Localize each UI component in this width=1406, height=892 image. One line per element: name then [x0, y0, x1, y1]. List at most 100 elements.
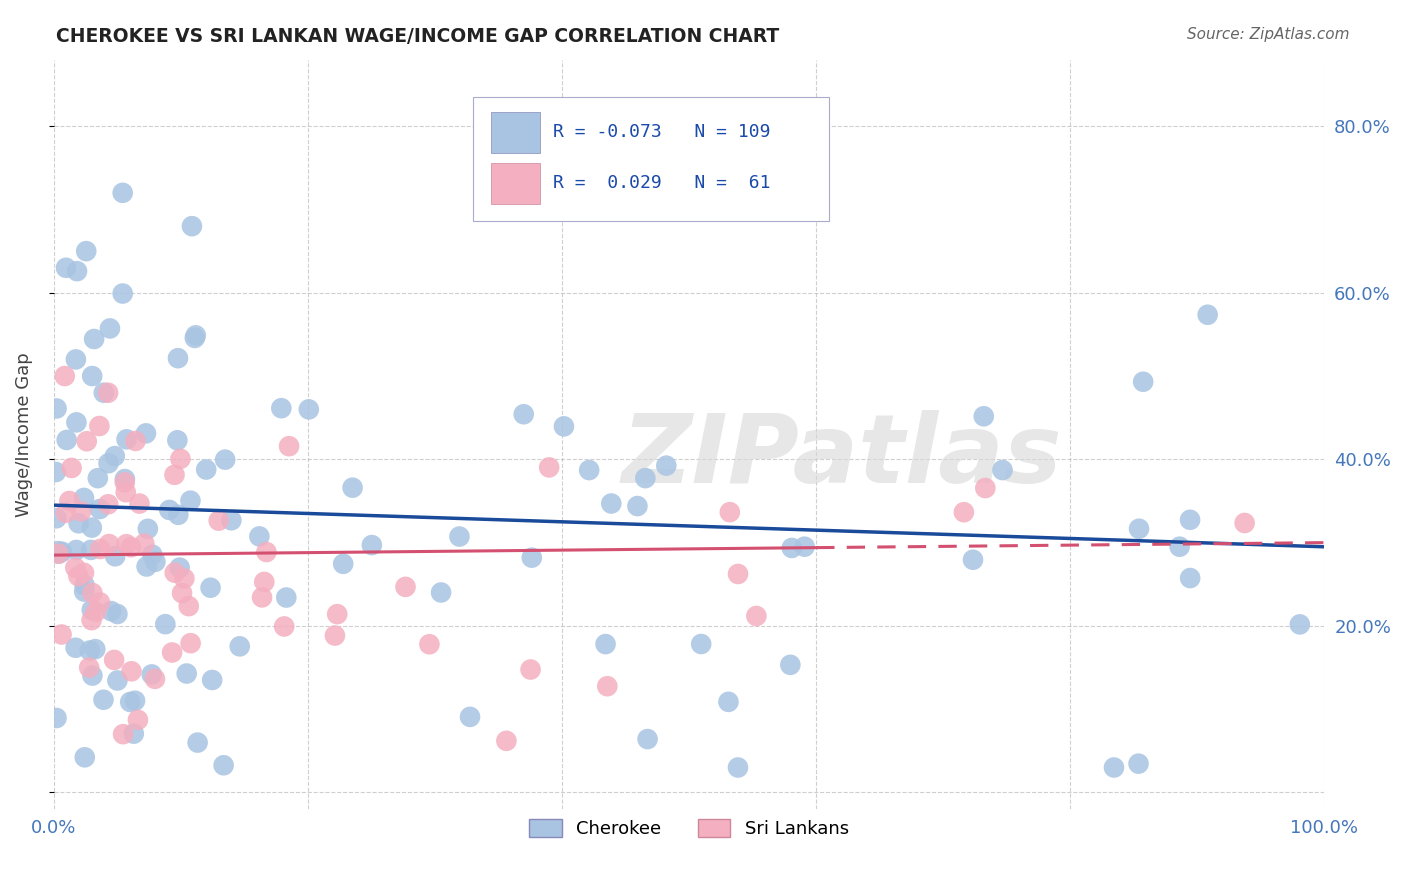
Cherokee — [512, 407, 534, 421]
Sri Lankans — [89, 419, 111, 434]
Sri Lankans — [115, 537, 138, 551]
Cherokee — [167, 508, 190, 522]
Sri Lankans — [953, 505, 976, 519]
Sri Lankans — [65, 561, 87, 575]
Cherokee — [73, 491, 96, 505]
Cherokee — [98, 321, 121, 335]
Cherokee — [65, 352, 87, 367]
Sri Lankans — [1233, 516, 1256, 530]
Cherokee — [111, 186, 134, 200]
Cherokee — [221, 513, 243, 527]
Sri Lankans — [97, 385, 120, 400]
Cherokee — [82, 668, 104, 682]
Sri Lankans — [169, 451, 191, 466]
Sri Lankans — [495, 734, 517, 748]
Cherokee — [690, 637, 713, 651]
Cherokee — [187, 736, 209, 750]
Cherokee — [136, 522, 159, 536]
Cherokee — [51, 545, 73, 559]
Text: CHEROKEE VS SRI LANKAN WAGE/INCOME GAP CORRELATION CHART: CHEROKEE VS SRI LANKAN WAGE/INCOME GAP C… — [56, 27, 779, 45]
Cherokee — [83, 332, 105, 346]
Cherokee — [55, 433, 77, 447]
Sri Lankans — [98, 537, 121, 551]
Sri Lankans — [253, 574, 276, 589]
Cherokee — [124, 694, 146, 708]
Cherokee — [167, 351, 190, 366]
Cherokee — [114, 472, 136, 486]
Sri Lankans — [67, 569, 90, 583]
Cherokee — [1178, 571, 1201, 585]
Sri Lankans — [519, 663, 541, 677]
Sri Lankans — [124, 434, 146, 448]
Sri Lankans — [114, 475, 136, 490]
Sri Lankans — [53, 369, 76, 384]
Cherokee — [66, 264, 89, 278]
Sri Lankans — [538, 460, 561, 475]
Cherokee — [55, 260, 77, 275]
Sri Lankans — [134, 536, 156, 550]
Sri Lankans — [89, 595, 111, 609]
Sri Lankans — [112, 727, 135, 741]
Sri Lankans — [114, 485, 136, 500]
Sri Lankans — [58, 494, 80, 508]
Cherokee — [520, 550, 543, 565]
Sri Lankans — [84, 605, 107, 619]
Sri Lankans — [160, 645, 183, 659]
Cherokee — [45, 511, 67, 525]
Cherokee — [65, 640, 87, 655]
Cherokee — [626, 499, 648, 513]
Sri Lankans — [208, 514, 231, 528]
Cherokee — [181, 219, 204, 234]
Cherokee — [176, 666, 198, 681]
Text: R =  0.029   N =  61: R = 0.029 N = 61 — [553, 174, 770, 193]
Cherokee — [779, 657, 801, 672]
Cherokee — [80, 603, 103, 617]
Cherokee — [100, 604, 122, 618]
Sri Lankans — [55, 506, 77, 520]
Cherokee — [104, 449, 127, 463]
Sri Lankans — [120, 540, 142, 554]
Sri Lankans — [120, 665, 142, 679]
Cherokee — [578, 463, 600, 477]
Cherokee — [991, 463, 1014, 477]
Cherokee — [46, 544, 69, 558]
Cherokee — [93, 385, 115, 400]
Sri Lankans — [254, 545, 277, 559]
Cherokee — [247, 529, 270, 543]
Cherokee — [184, 331, 207, 345]
Sri Lankans — [70, 504, 93, 518]
Sri Lankans — [718, 505, 741, 519]
Sri Lankans — [418, 637, 440, 651]
Cherokee — [1128, 522, 1150, 536]
FancyBboxPatch shape — [491, 163, 540, 203]
Cherokee — [430, 585, 453, 599]
Sri Lankans — [51, 627, 73, 641]
Sri Lankans — [80, 613, 103, 627]
Cherokee — [1288, 617, 1310, 632]
Sri Lankans — [278, 439, 301, 453]
Cherokee — [195, 462, 218, 476]
Sri Lankans — [128, 497, 150, 511]
Cherokee — [79, 643, 101, 657]
Cherokee — [111, 286, 134, 301]
Cherokee — [449, 529, 471, 543]
Cherokee — [1102, 760, 1125, 774]
Cherokee — [135, 426, 157, 441]
Cherokee — [1128, 756, 1150, 771]
Sri Lankans — [60, 461, 83, 475]
Cherokee — [342, 481, 364, 495]
Cherokee — [780, 541, 803, 555]
Cherokee — [973, 409, 995, 424]
Cherokee — [727, 760, 749, 774]
Cherokee — [107, 607, 129, 621]
Sri Lankans — [596, 679, 619, 693]
Cherokee — [45, 401, 67, 416]
Cherokee — [157, 503, 180, 517]
Cherokee — [169, 560, 191, 574]
Cherokee — [45, 465, 67, 479]
Cherokee — [75, 244, 97, 259]
Cherokee — [93, 692, 115, 706]
Cherokee — [634, 471, 657, 485]
Cherokee — [1168, 540, 1191, 554]
Sri Lankans — [177, 599, 200, 614]
